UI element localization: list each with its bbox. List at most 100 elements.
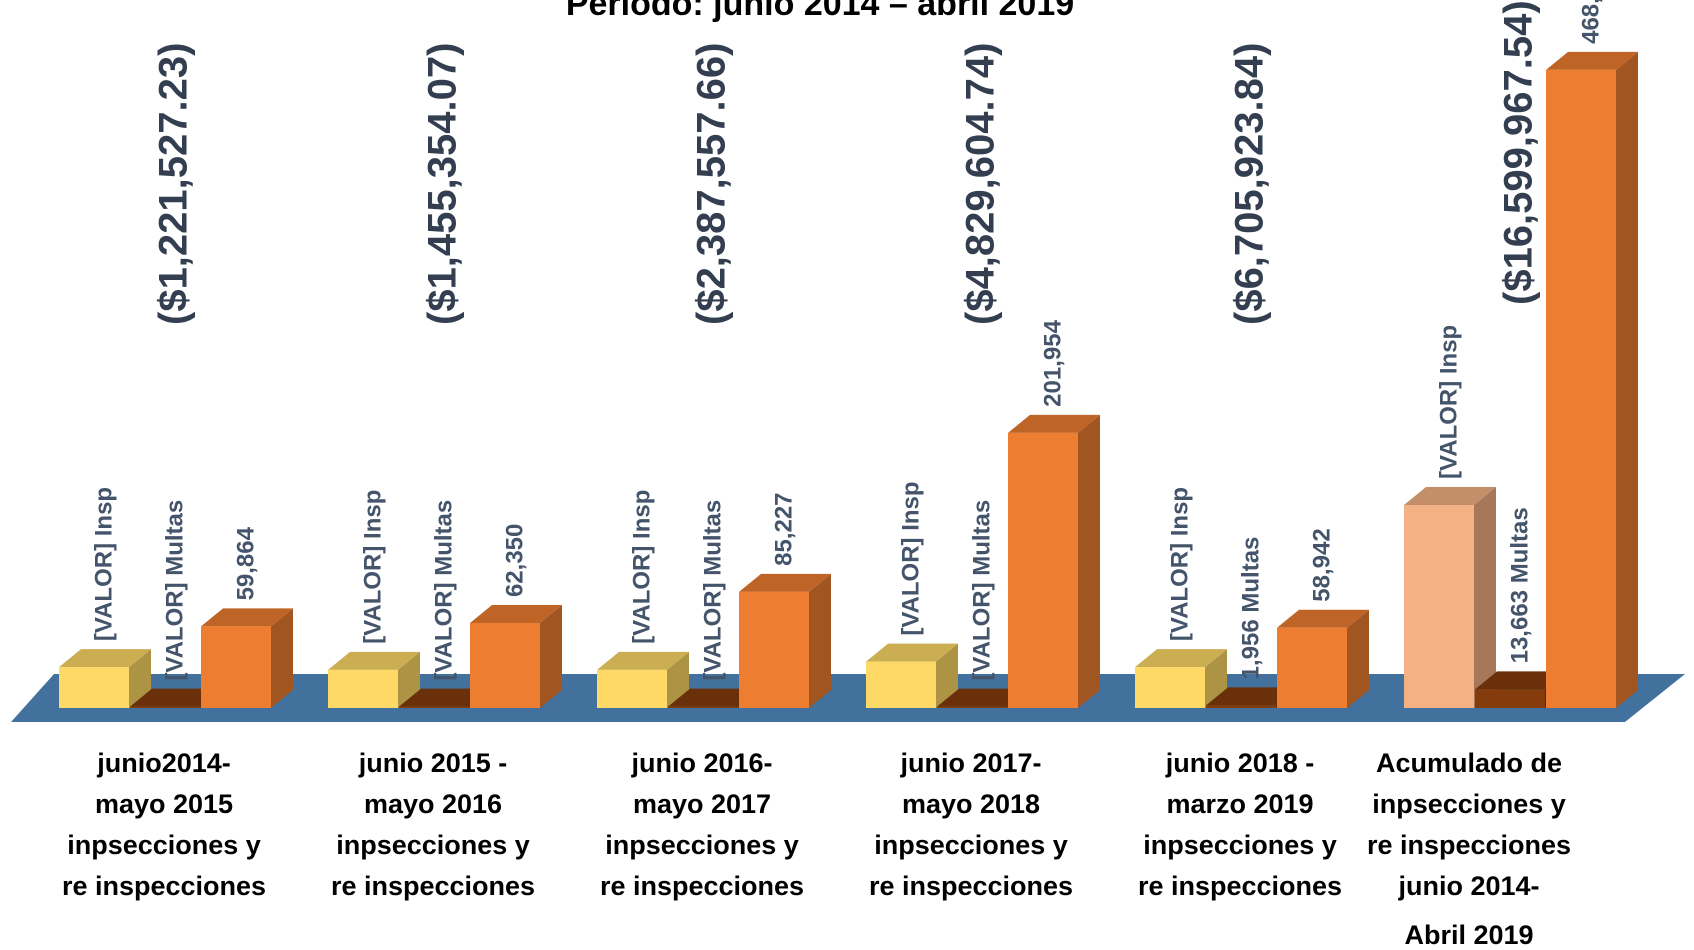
bar-face [597,669,667,708]
data-label: [VALOR] Multas [699,500,726,681]
bar [328,651,420,708]
x-tick-label: mayo 2016 [364,789,502,819]
bar [59,649,151,708]
bar-face [1347,609,1369,708]
data-label: [VALOR] Insp [1435,325,1462,479]
x-tick-label: re inspecciones [331,871,535,901]
x-tick-label: mayo 2017 [633,789,771,819]
bar-face [129,649,151,708]
x-tick-label: junio2014- [96,748,231,778]
bar-face [1277,609,1369,628]
bar [470,605,562,708]
x-tick-label: inpsecciones y [605,830,799,860]
bar-face [271,608,293,708]
x-tick-label: inpsecciones y [1372,789,1566,819]
bar-face [470,605,562,624]
x-tick-label: inpsecciones y [1143,830,1337,860]
bar-face [470,623,540,708]
bar-face [739,591,809,708]
bar-face [399,706,469,708]
x-tick-label: marzo 2019 [1166,789,1313,819]
x-tick-label: junio 2018 - [1165,748,1315,778]
x-tick-label: inpsecciones y [67,830,261,860]
bar-face [668,706,738,708]
data-label: [VALOR] Insp [359,490,386,644]
x-tick-label: re inspecciones [1367,830,1571,860]
bar-face [59,667,129,708]
bar-face [201,626,271,708]
bar-face [1008,432,1078,708]
bar [201,608,293,708]
bar-face [328,669,398,708]
bar-face [59,649,151,668]
bar-face [936,643,958,708]
bar-face [328,651,420,670]
annotation: ($1,221,527.23) [152,43,196,325]
data-label: 85,227 [770,492,797,565]
annotation: ($16,599,967.54) [1497,0,1541,305]
bar-face [866,661,936,708]
bar [1008,414,1100,708]
bar-face [1546,51,1638,70]
bar [866,643,958,708]
data-label: [VALOR] Insp [628,490,655,644]
x-tick-label: re inspecciones [1138,871,1342,901]
bar [597,651,689,708]
x-tick-label: re inspecciones [869,871,1073,901]
data-label: 201,954 [1039,319,1066,406]
bar-face [1206,705,1276,708]
floor [11,674,1685,722]
bar-face [399,688,491,707]
annotation: ($1,455,354.07) [421,43,465,325]
bar-face [1475,671,1567,690]
bar-face [1546,69,1616,708]
bar-face [1277,627,1347,708]
annotation: ($2,387,557.66) [690,43,734,325]
data-label: [VALOR] Insp [90,487,117,641]
bar-face [1008,414,1100,433]
data-label: 58,942 [1308,528,1335,601]
x-tick-label: mayo 2018 [902,789,1040,819]
bar [739,573,831,708]
x-tick-label: Acumulado de [1376,748,1562,778]
data-label: [VALOR] Multas [968,500,995,681]
bar-face [1206,687,1298,706]
data-label: 1,956 Multas [1237,537,1264,680]
x-tick-label: Abril 2019 [1404,920,1533,950]
bar [1277,609,1369,708]
x-tick-label: junio 2014- [1397,871,1539,901]
bar-face [809,573,831,708]
bar-face [130,688,222,707]
x-tick-label: re inspecciones [600,871,804,901]
bar [1404,486,1496,708]
bar-face [1616,51,1638,708]
bar-face [937,688,1029,707]
data-label: [VALOR] Multas [161,500,188,681]
bar-face [1475,689,1545,708]
data-label: 13,663 Multas [1506,507,1533,663]
x-tick-label: junio 2016- [630,748,772,778]
bar-face [1404,504,1474,708]
bar [1135,649,1227,708]
data-label: [VALOR] Multas [430,500,457,681]
bar-face [1404,486,1496,505]
data-label: 468,337 [1577,0,1604,44]
bar-face [1078,414,1100,708]
bar-face [668,688,760,707]
data-label: [VALOR] Insp [1166,487,1193,641]
bar-face [1135,649,1227,668]
data-label: [VALOR] Insp [897,481,924,635]
bar-face [866,643,958,662]
x-tick-label: junio 2015 - [358,748,508,778]
bar [1546,51,1638,708]
bar-face [739,573,831,592]
x-tick-label: inpsecciones y [336,830,530,860]
bar-face [937,706,1007,708]
bar-face [597,651,689,670]
bar-face [540,605,562,708]
x-tick-label: junio 2017- [899,748,1041,778]
bar-face [1135,667,1205,708]
data-label: 59,864 [232,526,259,600]
bar-face [201,608,293,627]
